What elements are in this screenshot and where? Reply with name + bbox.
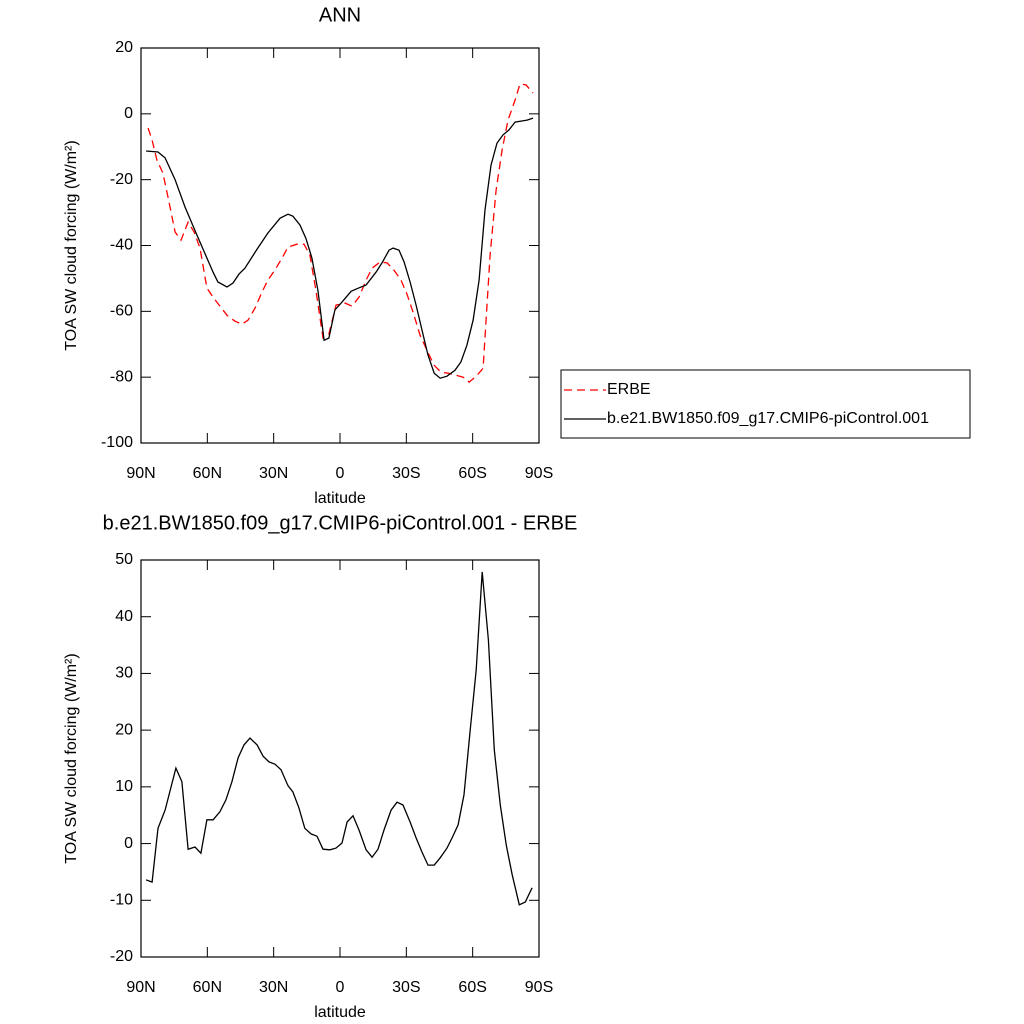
x-tick-label: 90N [126, 979, 155, 996]
data-line [145, 571, 533, 906]
x-tick-label: 0 [336, 979, 345, 996]
x-tick-label: 90S [525, 465, 553, 482]
y-axis-label: TOA SW cloud forcing (W/m²) [63, 653, 80, 863]
y-tick-label: -10 [110, 892, 133, 909]
legend-box [560, 369, 971, 439]
y-tick-label: 10 [115, 778, 133, 795]
y-tick-label: 40 [115, 608, 133, 625]
x-tick-label: 0 [336, 465, 345, 482]
x-tick-label: 30S [392, 465, 420, 482]
data-line [146, 117, 534, 379]
y-tick-label: 50 [115, 551, 133, 568]
y-tick-label: -60 [110, 303, 133, 320]
x-axis-label: latitude [314, 1004, 366, 1021]
y-tick-label: 0 [124, 835, 133, 852]
y-tick-label: -80 [110, 368, 133, 385]
y-tick-label: 20 [115, 39, 133, 56]
x-tick-label: 60S [458, 979, 486, 996]
y-axis-label: TOA SW cloud forcing (W/m²) [63, 140, 80, 350]
x-tick-label: 30N [259, 979, 288, 996]
y-tick-label: 30 [115, 665, 133, 682]
plot-frame [140, 47, 540, 444]
legend-label: ERBE [607, 381, 651, 398]
legend-label: b.e21.BW1850.f09_g17.CMIP6-piControl.001 [607, 410, 929, 427]
y-tick-label: -20 [110, 948, 133, 965]
x-tick-label: 30S [392, 979, 420, 996]
y-tick-label: -20 [110, 171, 133, 188]
x-tick-label: 60S [458, 465, 486, 482]
y-tick-label: 0 [124, 105, 133, 122]
x-axis-label: latitude [314, 490, 366, 507]
x-tick-label: 30N [259, 465, 288, 482]
y-tick-label: 20 [115, 721, 133, 738]
x-tick-label: 60N [193, 979, 222, 996]
data-line [147, 83, 534, 383]
x-tick-label: 60N [193, 465, 222, 482]
y-tick-label: -40 [110, 237, 133, 254]
x-tick-label: 90N [126, 465, 155, 482]
y-tick-label: -100 [101, 434, 133, 451]
chart-title: ANN [319, 4, 361, 26]
x-tick-label: 90S [525, 979, 553, 996]
chart-title: b.e21.BW1850.f09_g17.CMIP6-piControl.001… [103, 512, 578, 534]
